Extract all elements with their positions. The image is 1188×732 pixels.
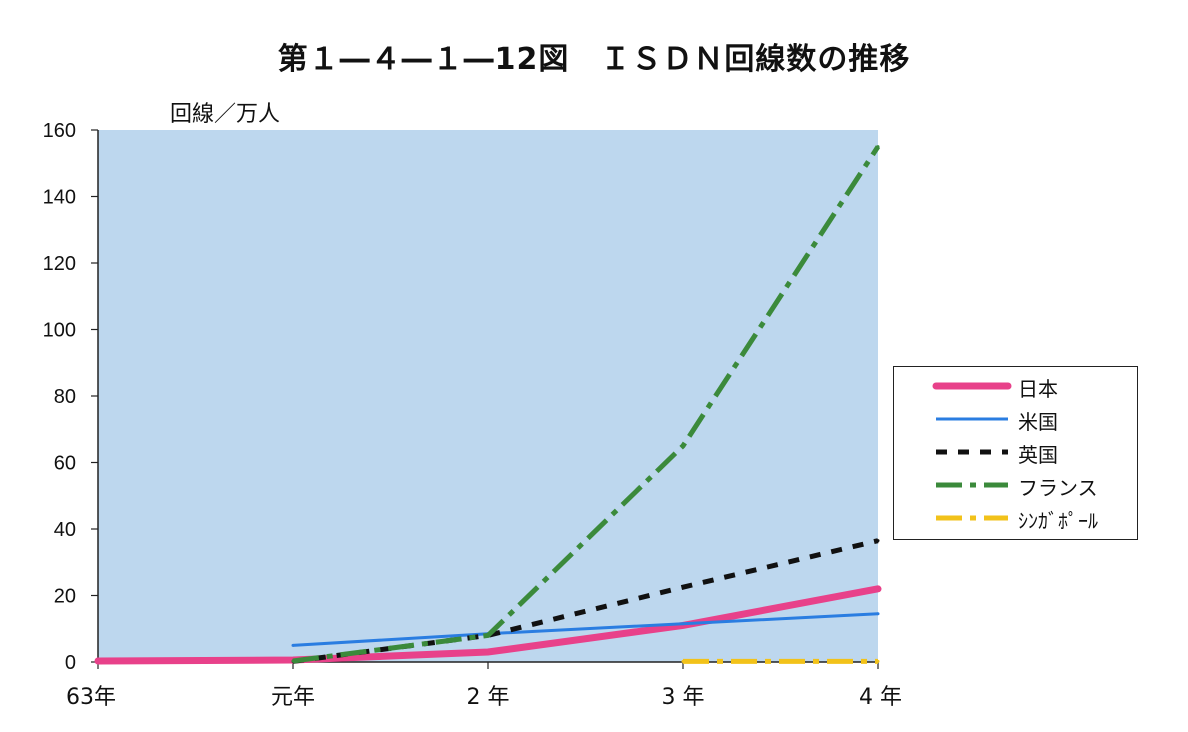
series-line-3: [292, 145, 881, 664]
y-tick-label: 140: [43, 187, 76, 209]
legend-label: フランス: [1018, 476, 1098, 500]
legend-label: ｼﾝｶﾞﾎﾟｰﾙ: [1018, 509, 1098, 533]
data-point-2: [876, 539, 880, 543]
y-tick-label: 100: [43, 320, 76, 342]
data-point-0: [876, 587, 880, 591]
data-point-4: [681, 659, 685, 663]
data-point-0: [486, 650, 490, 654]
legend-swatch: [936, 482, 1008, 488]
legend-swatch: [936, 515, 1008, 521]
legend: 日本米国英国フランス ｼﾝｶﾞﾎﾟｰﾙ: [893, 366, 1138, 540]
legend-swatch: [936, 449, 1008, 455]
y-tick-label: 160: [43, 120, 76, 142]
x-tick-label: 2 年: [467, 685, 510, 710]
y-tick-label: 60: [54, 453, 76, 475]
data-point-1: [291, 643, 295, 647]
data-point-3: [681, 444, 685, 448]
legend-item: 英国: [894, 437, 1134, 467]
legend-label: 日本: [1018, 377, 1058, 401]
legend-label: 英国: [1018, 443, 1058, 467]
data-point-0: [96, 659, 100, 663]
data-point-3: [486, 633, 490, 637]
data-point-4: [876, 659, 880, 663]
chart-title: 第１―４―１―12図 ＩＳＤＮ回線数の推移: [277, 42, 911, 77]
legend-item: ｼﾝｶﾞﾎﾟｰﾙ: [894, 503, 1134, 533]
plot-area: [98, 130, 878, 662]
legend-swatch: [936, 417, 1008, 421]
legend-label: 米国: [1018, 410, 1058, 434]
x-tick-label: 3 年: [662, 685, 705, 710]
data-point-3: [876, 145, 880, 149]
data-point-3: [291, 659, 295, 663]
series-line-1: [292, 612, 879, 647]
data-point-1: [876, 612, 880, 616]
y-tick-label: 80: [54, 386, 76, 408]
y-tick-label: 120: [43, 253, 76, 275]
legend-item: 米国: [894, 404, 1134, 434]
legend-item: 日本: [894, 371, 1134, 401]
y-tick-label: 40: [54, 519, 76, 541]
legend-swatch: [932, 382, 1012, 390]
y-tick-label: 0: [65, 652, 76, 674]
data-point-2: [681, 585, 685, 589]
x-tick-label: 4 年: [859, 685, 902, 710]
y-tick-label: 20: [54, 586, 76, 608]
x-tick-label: 63年: [66, 685, 116, 710]
data-point-1: [681, 622, 685, 626]
x-tick-label: 元年: [271, 685, 315, 710]
legend-item: フランス: [894, 470, 1134, 500]
y-axis-unit-label: 回線／万人: [170, 102, 281, 127]
